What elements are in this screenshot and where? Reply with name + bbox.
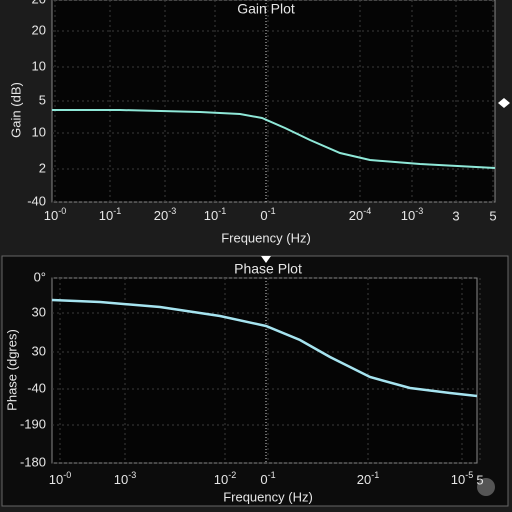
phase-curve — [51, 298, 478, 398]
x-tick-label: 10-1 — [204, 206, 226, 223]
gain-x-label: Frequency (Hz) — [221, 230, 311, 245]
x-tick-label: 0-1 — [260, 470, 275, 487]
y-tick-label: -40 — [27, 193, 46, 208]
x-tick-label: 10-0 — [44, 206, 66, 223]
tick-base: 20 — [357, 472, 371, 487]
tick-base: 10 — [49, 472, 63, 487]
y-tick-label: -40 — [27, 380, 46, 395]
phase-plot-area — [51, 277, 478, 464]
tick-exponent: -0 — [63, 470, 71, 480]
tick-base: 10 — [204, 208, 218, 223]
y-tick-label: 2 — [39, 160, 46, 175]
x-tick-label: 5 — [489, 208, 496, 223]
logo-icon — [477, 478, 495, 496]
tick-base: 10 — [114, 472, 128, 487]
x-tick-label: 10-2 — [214, 470, 236, 487]
y-tick-label: 20 — [32, 22, 46, 37]
x-tick-label: 10-1 — [99, 206, 121, 223]
tick-exponent: -1 — [371, 470, 379, 480]
tick-exponent: -1 — [113, 206, 121, 216]
y-tick-label: -180 — [20, 454, 46, 469]
tick-exponent: -3 — [168, 206, 176, 216]
y-tick-label: 20 — [32, 0, 46, 6]
x-tick-label: 5 — [476, 472, 483, 487]
tick-exponent: -5 — [465, 470, 473, 480]
x-tick-label: 20-4 — [349, 206, 371, 223]
grids — [52, 0, 495, 464]
y-tick-label: -190 — [20, 416, 46, 431]
tick-base: 20 — [349, 208, 363, 223]
y-tick-label: 10 — [32, 124, 46, 139]
x-tick-label: 20-1 — [357, 470, 379, 487]
x-tick-label: 10-3 — [401, 206, 423, 223]
y-tick-label: 10 — [32, 58, 46, 73]
phase-title: Phase Plot — [234, 261, 302, 277]
tick-base: 10 — [214, 472, 228, 487]
x-tick-label: 20-3 — [154, 206, 176, 223]
tick-base: 0 — [260, 208, 267, 223]
tick-exponent: -3 — [128, 470, 136, 480]
tick-exponent: -3 — [415, 206, 423, 216]
tick-exponent: -0 — [58, 206, 66, 216]
tick-base: 10 — [44, 208, 58, 223]
x-tick-label: 10-3 — [114, 470, 136, 487]
y-tick-label: 0° — [34, 269, 46, 284]
tick-base: 0 — [260, 472, 267, 487]
x-tick-label: 10-5 — [451, 470, 473, 487]
phase-x-label: Frequency (Hz) — [223, 489, 313, 504]
tick-exponent: -1 — [268, 470, 276, 480]
tick-base: 20 — [154, 208, 168, 223]
tick-exponent: -2 — [228, 470, 236, 480]
tick-exponent: -1 — [218, 206, 226, 216]
gain-curve — [52, 109, 496, 169]
phase-y-label: Phase (dgres) — [4, 329, 19, 411]
y-tick-label: 30 — [32, 304, 46, 319]
x-tick-label: 3 — [452, 208, 459, 223]
tick-exponent: -4 — [363, 206, 371, 216]
tick-base: 10 — [451, 472, 465, 487]
tick-base: 10 — [99, 208, 113, 223]
y-tick-label: 30 — [32, 343, 46, 358]
cursor-marker[interactable] — [261, 256, 271, 263]
tick-exponent: -1 — [268, 206, 276, 216]
marker[interactable] — [498, 98, 510, 108]
x-tick-label: 10-0 — [49, 470, 71, 487]
x-tick-label: 0-1 — [260, 206, 275, 223]
tick-base: 10 — [401, 208, 415, 223]
gain-title: Gain Plot — [237, 1, 295, 17]
y-tick-label: 5 — [39, 92, 46, 107]
gain-y-label: Gain (dB) — [8, 82, 23, 138]
